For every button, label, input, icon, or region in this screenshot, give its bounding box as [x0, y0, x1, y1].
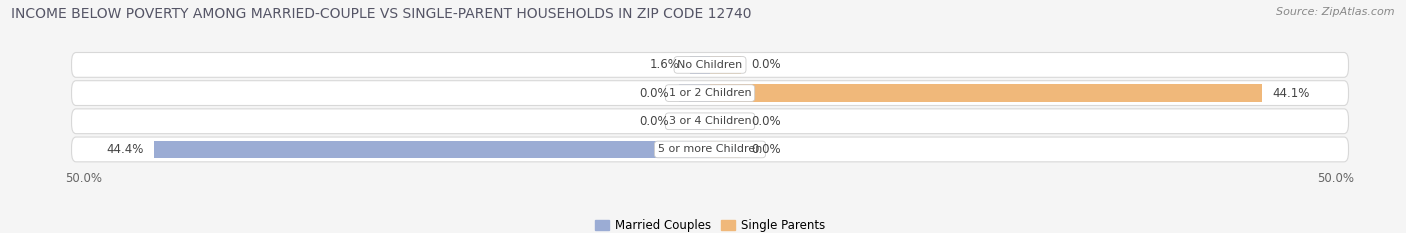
- Text: 3 or 4 Children: 3 or 4 Children: [669, 116, 751, 126]
- Bar: [679, 84, 710, 102]
- Text: 44.4%: 44.4%: [107, 143, 145, 156]
- Bar: [710, 56, 741, 74]
- Text: Source: ZipAtlas.com: Source: ZipAtlas.com: [1277, 7, 1395, 17]
- Text: INCOME BELOW POVERTY AMONG MARRIED-COUPLE VS SINGLE-PARENT HOUSEHOLDS IN ZIP COD: INCOME BELOW POVERTY AMONG MARRIED-COUPL…: [11, 7, 752, 21]
- FancyBboxPatch shape: [72, 52, 1348, 77]
- Text: 5 or more Children: 5 or more Children: [658, 144, 762, 154]
- Text: 0.0%: 0.0%: [751, 58, 780, 72]
- FancyBboxPatch shape: [72, 137, 1348, 162]
- Text: 0.0%: 0.0%: [751, 143, 780, 156]
- Text: No Children: No Children: [678, 60, 742, 70]
- Text: 44.1%: 44.1%: [1272, 87, 1309, 99]
- Bar: [690, 56, 710, 74]
- Bar: [710, 84, 1263, 102]
- Text: 0.0%: 0.0%: [640, 87, 669, 99]
- Bar: [679, 113, 710, 130]
- FancyBboxPatch shape: [72, 109, 1348, 134]
- Text: 0.0%: 0.0%: [640, 115, 669, 128]
- Text: 1 or 2 Children: 1 or 2 Children: [669, 88, 751, 98]
- Legend: Married Couples, Single Parents: Married Couples, Single Parents: [591, 215, 830, 233]
- Text: 0.0%: 0.0%: [751, 115, 780, 128]
- Bar: [710, 141, 741, 158]
- FancyBboxPatch shape: [72, 81, 1348, 106]
- Bar: [155, 141, 710, 158]
- Text: 1.6%: 1.6%: [650, 58, 681, 72]
- Bar: [710, 113, 741, 130]
